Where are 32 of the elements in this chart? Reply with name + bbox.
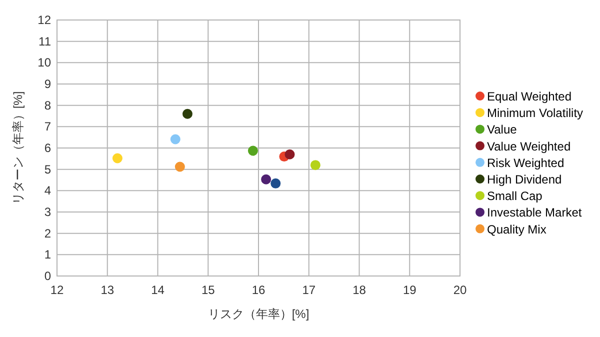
x-tick-label: 18 <box>352 283 366 297</box>
x-tick-label: 19 <box>402 283 417 297</box>
y-tick-label: 8 <box>44 98 52 112</box>
legend-label: Equal Weighted <box>487 90 572 104</box>
y-tick-label: 2 <box>44 226 52 240</box>
x-tick-label: 16 <box>252 283 266 297</box>
y-tick-label: 10 <box>38 56 52 70</box>
legend-label: Quality Mix <box>487 222 546 236</box>
y-tick-label: 3 <box>44 205 52 219</box>
y-tick-label: 5 <box>44 162 52 176</box>
legend-label: High Dividend <box>487 172 562 186</box>
legend-label: Investable Market <box>487 206 582 220</box>
x-tick-label: 17 <box>302 283 316 297</box>
legend-label: Risk Weighted <box>487 156 564 170</box>
y-tick-label: 1 <box>44 248 52 262</box>
legend-label: Value Weighted <box>487 139 571 154</box>
x-tick-label: 13 <box>100 283 114 297</box>
y-tick-label: 6 <box>44 141 52 155</box>
y-tick-label: 0 <box>44 269 52 283</box>
y-tick-label: 7 <box>44 120 52 134</box>
x-tick-label: 20 <box>453 283 467 297</box>
y-tick-label: 11 <box>38 34 52 48</box>
y-tick-label: 12 <box>38 13 52 27</box>
x-axis-title: リスク（年率）[%] <box>208 307 310 321</box>
x-tick-label: 14 <box>151 283 165 297</box>
legend-label: Small Cap <box>487 189 543 204</box>
legend-label: Minimum Volatility <box>487 106 584 120</box>
y-axis-title: リターン（年率）[%] <box>11 91 25 205</box>
legend-label: Value <box>487 122 518 137</box>
y-tick-label: 4 <box>44 184 52 198</box>
y-tick-label: 9 <box>44 77 52 91</box>
x-tick-label: 15 <box>201 283 216 297</box>
